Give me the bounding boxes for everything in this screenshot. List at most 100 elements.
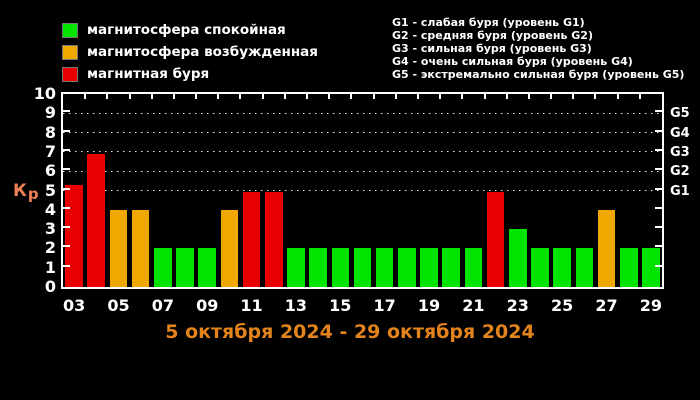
- y-tick-mark-left: [63, 110, 70, 113]
- kp-bar-day-25: [553, 248, 571, 287]
- x-axis-label-09: 09: [196, 296, 219, 315]
- x-tick-mark: [550, 94, 553, 99]
- right-axis-label-g3: G3: [670, 144, 690, 160]
- right-axis-label-g1: G1: [670, 183, 690, 199]
- x-tick-mark: [328, 94, 331, 99]
- y-axis-label-9: 9: [44, 103, 56, 123]
- kp-bar-day-17: [375, 248, 394, 287]
- y-tick-mark-right: [655, 187, 662, 190]
- x-axis-label-23: 23: [506, 296, 529, 315]
- x-tick-mark: [394, 94, 397, 99]
- legend-label-storm: магнитная буря: [87, 66, 210, 82]
- kp-bar-day-23: [509, 229, 527, 287]
- y-axis-label-8: 8: [44, 122, 56, 142]
- legend-label-quiet: магнитосфера спокойная: [87, 22, 286, 38]
- y-tick-mark-right: [655, 129, 662, 132]
- x-tick-mark: [106, 94, 109, 99]
- x-tick-mark: [439, 94, 442, 99]
- y-tick-mark-right: [655, 148, 662, 151]
- y-axis-label-1: 1: [44, 257, 56, 277]
- x-tick-mark: [128, 94, 131, 99]
- kp-bar-day-07: [154, 248, 172, 287]
- right-axis-label-g5: G5: [670, 106, 690, 122]
- storm-level-line-g2: G2 - средняя буря (уровень G2): [392, 29, 593, 42]
- y-tick-mark-right: [655, 168, 662, 171]
- storm-level-line-g5: G5 - экстремально сильная буря (уровень …: [392, 68, 685, 81]
- kp-bar-day-13: [287, 248, 305, 287]
- storm-level-key: G1 - слабая буря (уровень G1) G2 - средн…: [392, 16, 684, 81]
- kp-bar-day-09: [198, 248, 216, 287]
- kp-bar-day-16: [353, 248, 372, 287]
- kp-subscript: р: [27, 185, 40, 203]
- x-tick-mark: [572, 94, 575, 99]
- x-axis-label-25: 25: [551, 296, 574, 315]
- kp-bar-day-29: [642, 248, 660, 287]
- y-axis-label-4: 4: [44, 199, 56, 219]
- x-tick-mark: [84, 94, 87, 99]
- y-axis-label-6: 6: [44, 161, 56, 181]
- x-axis-label-03: 03: [62, 296, 86, 315]
- kp-bar-day-06: [131, 209, 150, 287]
- x-axis-label-29: 29: [639, 296, 663, 315]
- x-tick-mark: [638, 94, 641, 99]
- kp-bar-day-24: [531, 248, 549, 287]
- date-range-title: 5 октября 2024 - 29 октября 2024: [165, 321, 535, 343]
- x-tick-mark: [416, 94, 419, 99]
- quiet-swatch-icon: [62, 22, 78, 38]
- kp-bar-day-26: [575, 248, 594, 287]
- x-axis-label-17: 17: [373, 296, 396, 315]
- storm-level-line-g1: G1 - слабая буря (уровень G1): [392, 16, 585, 29]
- kp-bar-day-19: [420, 248, 438, 287]
- storm-level-line-g4: G4 - очень сильная буря (уровень G4): [392, 55, 633, 68]
- y-axis-title-kp: Кр: [13, 181, 40, 203]
- x-tick-mark: [150, 94, 153, 99]
- legend-item-quiet: магнитосфера спокойная: [62, 19, 318, 41]
- y-tick-mark-left: [63, 264, 70, 267]
- right-axis-label-g4: G4: [670, 125, 690, 141]
- y-tick-mark-left: [63, 129, 70, 132]
- x-tick-mark: [527, 94, 530, 99]
- storm-level-line-g3: G3 - сильная буря (уровень G3): [392, 42, 592, 55]
- kp-bar-day-28: [619, 248, 638, 287]
- x-tick-mark: [306, 94, 309, 99]
- y-tick-mark-right: [655, 206, 662, 209]
- right-axis-label-g2: G2: [670, 164, 690, 180]
- kp-bar-day-27: [597, 209, 616, 287]
- y-tick-mark-right: [655, 264, 662, 267]
- x-tick-mark: [594, 94, 597, 99]
- x-axis-label-13: 13: [284, 296, 308, 315]
- x-tick-mark: [616, 94, 619, 99]
- kp-bar-day-03: [65, 184, 83, 287]
- y-axis-label-0: 0: [44, 277, 56, 296]
- x-axis-label-07: 07: [151, 296, 174, 315]
- x-axis-label-19: 19: [417, 296, 441, 315]
- x-axis-label-21: 21: [462, 296, 485, 315]
- x-tick-mark: [505, 94, 508, 99]
- kp-bar-day-21: [464, 248, 483, 287]
- x-tick-mark: [350, 94, 353, 99]
- x-axis-label-15: 15: [329, 296, 352, 315]
- y-tick-mark-right: [655, 110, 662, 113]
- grid-line-kp8: [63, 132, 662, 134]
- y-axis-label-3: 3: [44, 219, 56, 239]
- y-tick-mark-right: [655, 245, 662, 248]
- y-tick-mark-left: [63, 206, 70, 209]
- x-tick-mark: [217, 94, 220, 99]
- kp-bar-day-05: [109, 209, 128, 287]
- x-tick-mark: [483, 94, 486, 99]
- kp-bar-day-18: [398, 248, 416, 287]
- legend: магнитосфера спокойная магнитосфера возб…: [62, 19, 318, 85]
- legend-label-excited: магнитосфера возбужденная: [87, 44, 318, 60]
- x-axis-label-11: 11: [240, 296, 263, 315]
- grid-line-kp6: [63, 170, 662, 172]
- legend-item-excited: магнитосфера возбужденная: [62, 41, 318, 63]
- x-axis-label-27: 27: [595, 296, 618, 315]
- x-tick-mark: [239, 94, 242, 99]
- kp-bar-day-08: [176, 248, 194, 287]
- x-tick-mark: [261, 94, 264, 99]
- y-tick-mark-left: [63, 148, 70, 151]
- kp-bar-day-20: [442, 248, 461, 287]
- kp-bar-day-12: [264, 192, 283, 287]
- y-tick-mark-left: [63, 168, 70, 171]
